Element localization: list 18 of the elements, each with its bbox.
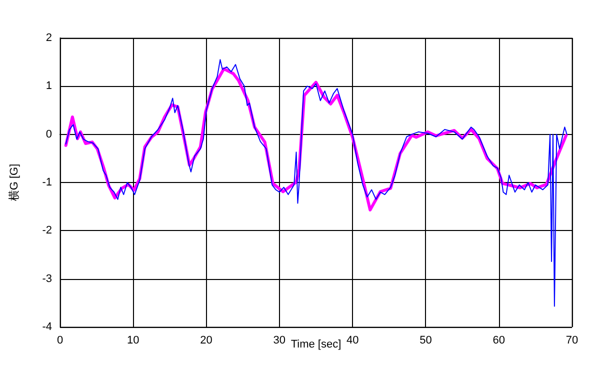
- y-tick-label: -4: [42, 321, 52, 333]
- y-tick-label: -3: [42, 272, 52, 285]
- x-tick-label: 50: [420, 334, 432, 346]
- line-series: [65, 59, 568, 307]
- x-tick-label: 30: [273, 334, 286, 346]
- y-tick-label: 2: [46, 32, 52, 44]
- y-tick-label: -2: [42, 224, 52, 237]
- y-tick-label: -1: [42, 176, 52, 188]
- x-axis-title: Time [sec]: [290, 338, 342, 350]
- x-tick-label: 0: [56, 334, 64, 346]
- y-tick-label: 1: [46, 80, 52, 92]
- y-tick-label: 0: [46, 128, 52, 140]
- x-tick-label: 60: [492, 334, 505, 346]
- y-axis-title: 横G [G]: [8, 164, 20, 202]
- x-tick-label: 70: [566, 334, 578, 346]
- x-tick-label: 20: [200, 334, 212, 346]
- x-tick-label: 40: [346, 334, 359, 346]
- x-tick-label: 10: [127, 334, 140, 346]
